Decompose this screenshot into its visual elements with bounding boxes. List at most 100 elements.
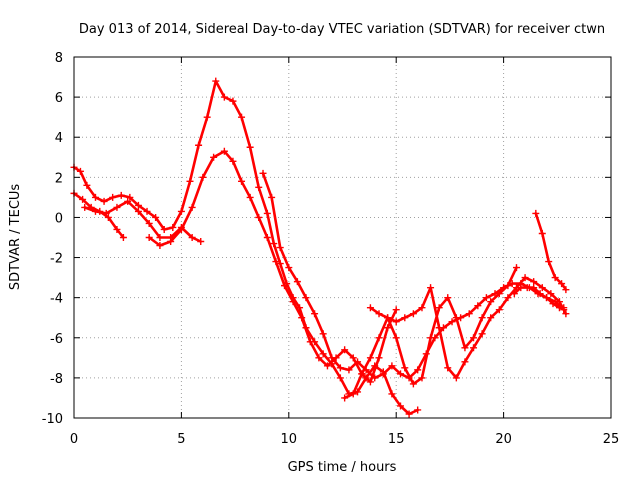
data-point [414,366,422,374]
data-point [396,402,404,410]
y-tick-label: 2 [55,171,63,186]
data-point [375,334,383,342]
data-point [229,157,237,165]
y-tick-label: 6 [55,91,63,106]
data-point [197,238,205,246]
y-tick-label: -10 [42,412,63,427]
data-point [319,350,327,358]
x-tick-label: 10 [281,432,298,447]
data-point [281,282,289,290]
data-point [487,298,495,306]
axis-ticks: 0 5 10 15 20 25 -10 -8 -6 -4 -2 0 2 4 6 8 [42,51,620,447]
data-point [336,364,344,372]
data-point [543,294,551,302]
data-point [345,366,353,374]
data-point [255,213,263,221]
data-point [177,207,185,215]
data-point [195,141,203,149]
y-tick-label: -6 [50,332,63,347]
x-tick-label: 5 [177,432,185,447]
data-point [523,284,531,292]
data-series [70,77,570,418]
data-point [478,330,486,338]
data-point [427,334,435,342]
data-point [293,278,301,286]
data-point [341,394,349,402]
data-point [124,197,132,205]
data-point [160,225,168,233]
data-point [336,374,344,382]
data-point [319,330,327,338]
data-point [117,191,125,199]
data-point [388,362,396,370]
data-point [354,358,362,366]
data-point [246,193,254,201]
data-point [384,314,392,322]
y-tick-label: -2 [50,252,63,267]
data-point [289,298,297,306]
data-point [210,153,218,161]
data-point [220,147,228,155]
data-point [444,294,452,302]
data-point [104,213,112,221]
data-point [349,390,357,398]
data-point [188,234,196,241]
data-point [414,406,422,414]
data-point [255,183,263,191]
series-track-5 [261,172,566,380]
data-point [113,203,121,211]
data-point [102,209,110,217]
data-point [461,358,469,366]
data-point [418,374,426,382]
chart-title: Day 013 of 2014, Sidereal Day-to-day VTE… [79,22,605,37]
data-point [311,310,319,318]
data-point [134,201,142,209]
data-point [91,207,99,215]
y-tick-label: 8 [55,51,63,66]
data-point [100,197,108,205]
data-point [81,203,89,211]
data-point [405,410,413,418]
data-point [427,284,435,292]
data-point [169,223,177,231]
data-point [530,278,538,286]
data-point [562,286,570,294]
data-point [504,294,512,302]
data-point [203,113,211,121]
data-point [482,294,490,302]
data-point [134,207,142,215]
data-point [238,177,246,185]
data-point [167,238,175,246]
data-point [126,193,134,201]
data-point [396,370,404,378]
series-track-9 [534,212,568,291]
data-point [401,314,409,322]
data-point [113,225,121,233]
data-point [392,318,400,326]
data-point [452,314,460,322]
data-point [229,97,237,105]
data-point [212,77,220,85]
data-point [186,177,194,185]
data-point [487,314,495,322]
y-axis-label: SDTVAR / TECUs [8,184,23,291]
data-point [551,274,559,282]
data-point [409,310,417,318]
data-point [558,280,566,288]
data-point [145,234,153,241]
data-point [465,310,473,318]
y-tick-label: 0 [55,211,63,226]
data-point [156,234,164,241]
data-point [560,304,568,312]
data-point [263,234,271,241]
data-point [532,209,540,217]
x-tick-label: 0 [70,432,78,447]
data-point [76,167,84,175]
data-point [562,310,570,318]
data-point [392,334,400,342]
data-point [549,300,557,308]
data-point [366,304,374,312]
data-point [547,290,555,298]
data-point [341,346,349,354]
data-point [276,244,284,252]
